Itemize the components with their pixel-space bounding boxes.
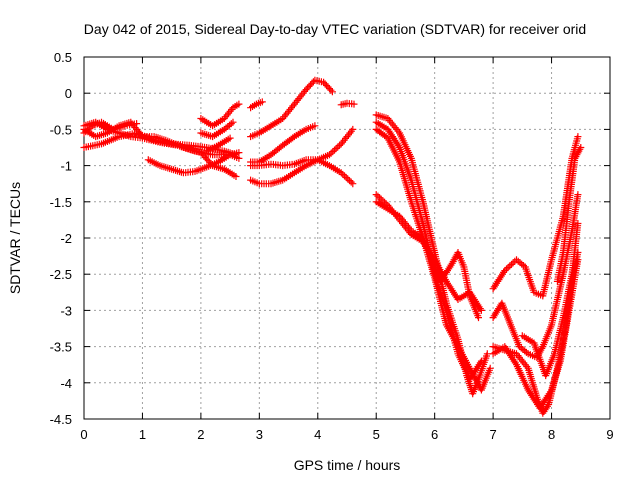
y-tick-label: -1 bbox=[60, 159, 72, 174]
data-series bbox=[197, 118, 237, 141]
data-point-markers bbox=[247, 98, 266, 112]
y-axis-title: SDTVAR / TECUs bbox=[7, 182, 23, 294]
data-point-markers bbox=[337, 99, 358, 109]
y-tick-label: -2.5 bbox=[50, 267, 72, 282]
x-axis-title: GPS time / hours bbox=[294, 457, 401, 473]
data-point-markers bbox=[247, 122, 319, 166]
data-point-markers bbox=[197, 118, 237, 141]
y-tick-label: -4.5 bbox=[50, 412, 72, 427]
y-tick-label: 0 bbox=[65, 86, 72, 101]
data-series bbox=[197, 100, 243, 130]
x-tick-label: 4 bbox=[314, 427, 321, 442]
data-series bbox=[144, 149, 243, 177]
data-point-markers bbox=[203, 134, 234, 155]
y-tick-label: -3 bbox=[60, 303, 72, 318]
data-series bbox=[337, 99, 358, 109]
data-series bbox=[80, 118, 141, 137]
data-series bbox=[553, 144, 585, 285]
y-tick-label: -0.5 bbox=[50, 122, 72, 137]
x-tick-label: 0 bbox=[80, 427, 87, 442]
data-point-markers bbox=[372, 198, 482, 322]
x-tick-label: 8 bbox=[548, 427, 555, 442]
data-series bbox=[489, 256, 582, 412]
x-tick-label: 1 bbox=[139, 427, 146, 442]
data-point-markers bbox=[247, 156, 357, 188]
data-point-markers bbox=[553, 144, 585, 285]
y-tick-label: 0.5 bbox=[54, 50, 72, 65]
y-tick-label: -4 bbox=[60, 376, 72, 391]
data-point-markers bbox=[247, 125, 357, 188]
x-tick-label: 5 bbox=[373, 427, 380, 442]
grid-lines bbox=[84, 57, 610, 419]
data-point-markers bbox=[144, 149, 243, 177]
data-series bbox=[247, 156, 357, 188]
data-point-markers bbox=[197, 100, 243, 130]
data-point-markers bbox=[518, 220, 582, 380]
data-series bbox=[247, 125, 357, 188]
data-point-markers bbox=[80, 118, 141, 137]
data-series bbox=[247, 98, 266, 112]
y-tick-label: -2 bbox=[60, 231, 72, 246]
x-tick-label: 9 bbox=[606, 427, 613, 442]
axis-ticks: 0 1 2 3 4 5 6 7 8 9 0.5 0 -0.5 -1 -1.5 -2 -2.5 -3 -3.5 -4 -4… bbox=[50, 50, 614, 442]
x-tick-label: 2 bbox=[197, 427, 204, 442]
plot-frame bbox=[83, 56, 611, 420]
x-tick-label: 7 bbox=[489, 427, 496, 442]
y-tick-label: -1.5 bbox=[50, 195, 72, 210]
x-tick-label: 3 bbox=[256, 427, 263, 442]
data-points bbox=[80, 76, 585, 417]
data-series bbox=[203, 134, 234, 155]
data-series bbox=[247, 122, 319, 166]
x-tick-label: 6 bbox=[431, 427, 438, 442]
data-series bbox=[247, 76, 336, 141]
data-series bbox=[518, 220, 582, 380]
y-tick-label: -3.5 bbox=[50, 340, 72, 355]
data-point-markers bbox=[489, 256, 582, 412]
chart-title: Day 042 of 2015, Sidereal Day-to-day VTE… bbox=[84, 21, 586, 37]
data-point-markers bbox=[247, 76, 336, 141]
data-series bbox=[372, 198, 482, 322]
